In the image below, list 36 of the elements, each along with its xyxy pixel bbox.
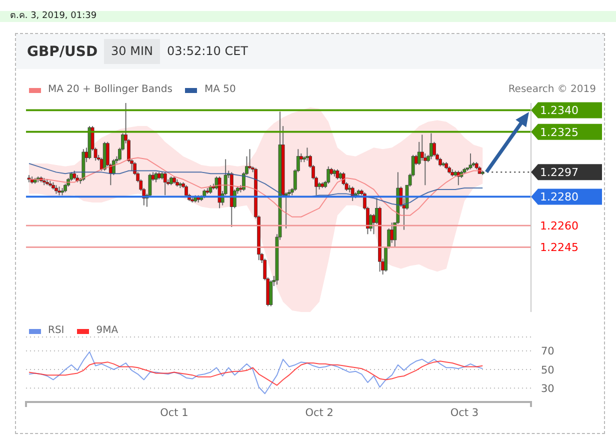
line-series <box>28 157 484 218</box>
line-series <box>28 351 484 394</box>
legend-label: MA 20 + Bollinger Bands <box>48 84 172 96</box>
candlestick <box>163 172 167 196</box>
legend-label: 9MA <box>96 325 118 337</box>
chart-title: GBP/USD <box>27 44 98 60</box>
text: ต.ค. 3, 2019, 01:39 <box>10 11 97 21</box>
legend-label: RSI <box>48 325 64 337</box>
x-tick-label: Oct 1 <box>160 407 188 419</box>
line-series <box>28 163 484 206</box>
y-tick-label: 1.2280 <box>540 190 578 204</box>
x-tick-label: Oct 2 <box>305 407 334 419</box>
y-tick-label: 1.2260 <box>540 219 578 232</box>
x-tick-label: Oct 3 <box>450 407 479 419</box>
chart-subtitle: 30 MIN <box>111 44 153 58</box>
y-tick-label: 1.2340 <box>540 104 578 118</box>
y-tick-label: 1.2325 <box>540 126 578 139</box>
y-tick-label: 70 <box>541 346 554 358</box>
text: Research © 2019 <box>508 84 596 95</box>
y-tick-label: 1.2245 <box>540 241 578 254</box>
line-series <box>28 360 484 386</box>
candlestick <box>248 148 252 170</box>
candlestick <box>184 184 188 198</box>
candlestick <box>154 172 158 183</box>
candlestick <box>269 280 273 307</box>
y-tick-label: 50 <box>541 364 554 376</box>
legend-label: MA 50 <box>204 84 236 96</box>
candlestick <box>432 141 436 157</box>
candlestick <box>430 132 433 160</box>
candlestick <box>326 166 330 184</box>
candlestick <box>390 222 394 244</box>
y-tick-label: 30 <box>541 382 554 395</box>
text: 03:52:10 CET <box>167 44 248 58</box>
candlestick <box>336 168 340 180</box>
candlestick <box>468 152 472 170</box>
y-tick-label: 1.2297 <box>540 166 578 180</box>
